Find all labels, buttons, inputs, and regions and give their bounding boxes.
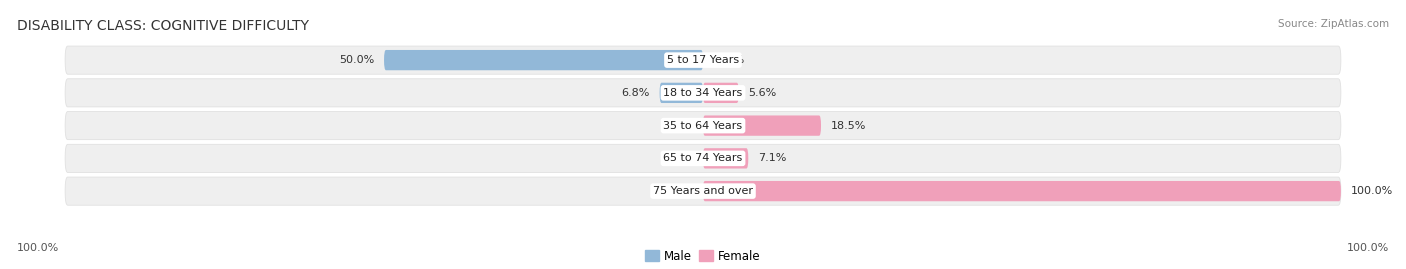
FancyBboxPatch shape [384, 50, 703, 70]
FancyBboxPatch shape [703, 148, 748, 168]
FancyBboxPatch shape [65, 177, 1341, 205]
Text: 6.8%: 6.8% [621, 88, 650, 98]
FancyBboxPatch shape [65, 144, 1341, 172]
FancyBboxPatch shape [703, 115, 821, 136]
FancyBboxPatch shape [65, 79, 1341, 107]
Text: 100.0%: 100.0% [1351, 186, 1393, 196]
Text: 18 to 34 Years: 18 to 34 Years [664, 88, 742, 98]
Text: DISABILITY CLASS: COGNITIVE DIFFICULTY: DISABILITY CLASS: COGNITIVE DIFFICULTY [17, 19, 309, 33]
Legend: Male, Female: Male, Female [641, 245, 765, 267]
Text: Source: ZipAtlas.com: Source: ZipAtlas.com [1278, 19, 1389, 29]
Text: 100.0%: 100.0% [1347, 243, 1389, 253]
Text: 100.0%: 100.0% [17, 243, 59, 253]
Text: 0.0%: 0.0% [716, 55, 744, 65]
Text: 50.0%: 50.0% [339, 55, 374, 65]
Text: 5 to 17 Years: 5 to 17 Years [666, 55, 740, 65]
Text: 35 to 64 Years: 35 to 64 Years [664, 121, 742, 131]
Text: 0.0%: 0.0% [662, 121, 690, 131]
FancyBboxPatch shape [659, 83, 703, 103]
Text: 5.6%: 5.6% [748, 88, 776, 98]
FancyBboxPatch shape [65, 112, 1341, 140]
FancyBboxPatch shape [703, 181, 1341, 201]
Text: 75 Years and over: 75 Years and over [652, 186, 754, 196]
FancyBboxPatch shape [65, 46, 1341, 74]
Text: 0.0%: 0.0% [662, 153, 690, 163]
FancyBboxPatch shape [703, 83, 738, 103]
Text: 0.0%: 0.0% [662, 186, 690, 196]
Text: 7.1%: 7.1% [758, 153, 786, 163]
Text: 18.5%: 18.5% [831, 121, 866, 131]
Text: 65 to 74 Years: 65 to 74 Years [664, 153, 742, 163]
